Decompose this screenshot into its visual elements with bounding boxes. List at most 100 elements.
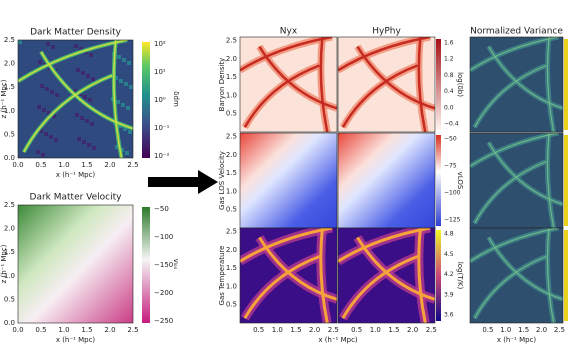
colorbar-tick-label: 10⁰ [154,96,166,104]
row-label: Baryon Density [218,58,226,112]
colorbar-tick-label: −100 [154,233,173,241]
row-label: Gas Temperature [218,246,226,306]
filament [258,236,337,301]
y-axis-label: z (h⁻¹ Mpc) [0,244,8,283]
heatmap-cell [125,151,129,155]
filament [341,255,419,320]
y-tick-label: 2.0 [4,60,15,68]
frame [239,36,338,133]
heatmap-cell [75,113,79,117]
y-tick-label: 2.5 [226,228,237,236]
x-axis-label: x (h⁻¹ Mpc) [56,336,96,344]
colorbar-label: δdm [172,91,180,107]
x-tick-label: 2.0 [407,326,418,334]
x-tick-label: 1.5 [81,161,92,169]
heatmap-cell [128,130,132,134]
filament [488,237,563,300]
filament [356,236,435,301]
colorbar-tick-label: −200 [154,289,173,297]
heatmap-cell [50,90,54,94]
y-tick-label: 0.5 [226,206,237,214]
colorbar [564,39,568,130]
heatmap-cell [117,55,121,59]
heatmap-cell [41,153,45,157]
x-tick-label: 2.5 [127,161,138,169]
colorbar-tick-label: 1.2 [444,56,454,63]
panel-title: Dark Matter Density [30,28,122,38]
colorbar [564,230,568,321]
heatmap-cell [77,137,81,141]
colorbar-tick-label: 10⁻¹ [154,124,170,132]
y-tick-label: 0.5 [226,110,237,118]
filament [258,45,337,110]
y-tick-label: 2.0 [4,225,15,233]
colorbar-tick-label: −150 [154,261,173,269]
colorbar [436,230,441,321]
heatmap-cell [92,146,96,150]
x-tick-label: 1.5 [81,326,92,334]
x-tick-label: 1.0 [500,326,511,334]
x-tick-label: 0.5 [253,326,264,334]
y-tick-label: 1.5 [226,264,237,272]
colorbar-tick-label: 0.0 [444,104,454,111]
colorbar [142,207,150,323]
y-tick-label: 0.5 [226,301,237,309]
filament [341,64,418,128]
heatmap-cell [79,47,83,51]
heatmap-cell [46,42,50,46]
colorbar-label: log(δb) [456,72,464,97]
y-tick-label: 2.0 [226,55,237,63]
heatmap-cell [86,74,90,78]
filament [546,133,555,228]
heatmap-cell [126,106,130,110]
colorbar-tick-label: −100 [444,190,461,197]
y-tick-label: 2.5 [226,37,237,45]
heatmap-cell [116,100,120,104]
heatmap-cell [129,85,133,89]
heatmap-cell [122,58,126,62]
heatmap-cell [114,76,118,80]
y-tick-label: 1.0 [4,107,15,115]
heatmap-cell [18,40,22,44]
colorbar-tick-label: 4.5 [444,251,454,258]
x-tick-label: 2.0 [536,326,547,334]
filament [417,37,427,132]
filament [23,74,113,153]
heatmap-cell [123,127,127,131]
frame [469,36,564,133]
heatmap-cell [73,89,77,93]
filament [474,160,547,224]
filament [546,228,555,323]
heatmap-cell [121,103,125,107]
heatmap-cell [45,87,49,91]
y-tick-label: 1.0 [226,282,237,290]
frame [17,39,134,159]
x-tick-label: 2.5 [328,326,339,334]
colorbar [142,42,150,158]
y-tick-label: 0.5 [4,130,15,138]
heatmap-cell [119,79,123,83]
y-tick-label: 0.5 [4,295,15,303]
filament [319,37,329,132]
x-tick-label: 1.0 [370,326,381,334]
filament [243,255,321,320]
heatmap-cell [76,68,80,72]
filament [319,228,329,323]
heatmap-cell [87,143,91,147]
x-tick-label: 0.5 [351,326,362,334]
x-tick-label: 2.0 [104,326,115,334]
heatmap-cell [115,145,119,149]
heatmap-cell [40,84,44,88]
x-tick-label: 1.5 [518,326,529,334]
heatmap-cell [39,129,43,133]
filament [488,46,563,109]
panel-title: Dark Matter Velocity [30,193,123,203]
x-tick-label: 2.5 [127,326,138,334]
colorbar-tick-label: −50 [444,136,457,143]
colorbar-label: vLOS [456,172,464,190]
x-tick-label: 1.0 [272,326,283,334]
filament [474,255,547,319]
heatmap-cell [37,105,41,109]
heatmap-cell [44,132,48,136]
x-tick-label: 2.0 [309,326,320,334]
